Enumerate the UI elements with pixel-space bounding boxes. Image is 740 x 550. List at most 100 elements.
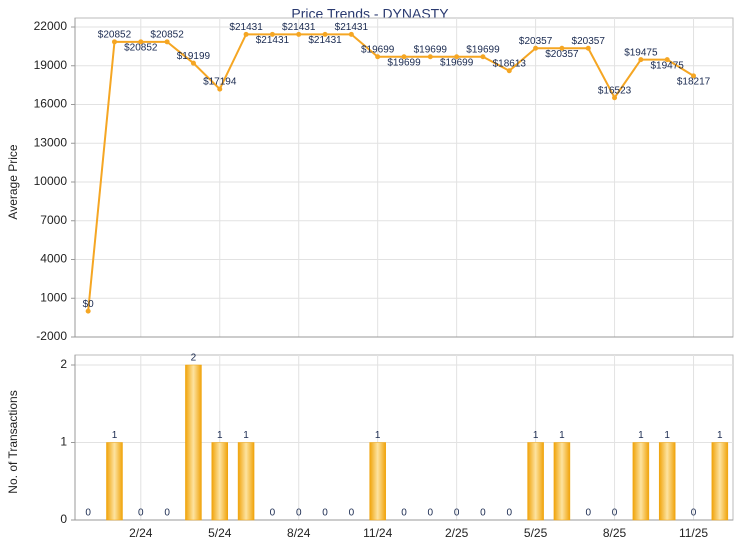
bar <box>632 442 650 521</box>
price-point <box>322 31 328 37</box>
price-point <box>138 39 144 45</box>
data-label: $19699 <box>466 44 500 55</box>
data-label: $19475 <box>651 60 685 71</box>
price-point <box>269 31 275 37</box>
bar <box>237 442 255 521</box>
price-point <box>243 31 249 37</box>
y-tick-label: 4000 <box>40 252 67 266</box>
data-label: 0 <box>164 508 170 519</box>
price-point <box>585 45 591 51</box>
data-label: 1 <box>717 430 723 441</box>
data-label: $19699 <box>387 57 421 68</box>
data-label: $19199 <box>177 51 211 62</box>
data-label: $20852 <box>150 29 184 40</box>
price-point <box>296 31 302 37</box>
data-label: 1 <box>217 430 223 441</box>
data-label: 0 <box>506 508 512 519</box>
data-label: $18613 <box>493 58 527 69</box>
y-tick-label: 1000 <box>40 290 67 304</box>
data-label: $21431 <box>256 35 290 46</box>
data-label: $0 <box>83 299 95 310</box>
y-tick-label: 1 <box>60 435 67 449</box>
x-tick-label: 11/25 <box>679 526 708 540</box>
data-label: 0 <box>585 508 591 519</box>
bar <box>369 442 386 521</box>
price-point <box>401 54 407 60</box>
x-tick-label: 2/25 <box>445 526 469 540</box>
data-label: 0 <box>401 508 407 519</box>
bar <box>711 442 729 521</box>
data-label: 0 <box>322 508 328 519</box>
data-label: 0 <box>612 508 618 519</box>
y-tick-label: 0 <box>60 512 67 526</box>
data-label: $20852 <box>98 29 132 40</box>
x-tick-label: 5/24 <box>208 526 232 540</box>
data-label: $20852 <box>124 42 158 53</box>
price-point <box>427 54 433 60</box>
data-label: 1 <box>533 430 539 441</box>
data-label: $21431 <box>308 35 342 46</box>
data-label: $20357 <box>572 36 606 47</box>
price-point <box>190 60 196 66</box>
price-point <box>691 73 697 79</box>
y-tick-label: 13000 <box>34 135 68 149</box>
data-label: 0 <box>691 508 697 519</box>
data-label: 0 <box>296 508 302 519</box>
data-label: 1 <box>664 430 670 441</box>
data-label: $21431 <box>229 22 263 33</box>
data-label: 0 <box>349 508 355 519</box>
data-label: $19699 <box>440 57 474 68</box>
data-label: 1 <box>559 430 565 441</box>
data-label: 0 <box>85 508 91 519</box>
data-label: 0 <box>480 508 486 519</box>
bar <box>527 442 544 521</box>
x-tick-label: 8/25 <box>603 526 627 540</box>
price-point <box>111 39 117 45</box>
data-label: $19699 <box>414 44 448 55</box>
data-label: 1 <box>112 430 118 441</box>
price-point <box>454 54 460 60</box>
plot-area <box>74 17 734 338</box>
y-tick-label: 7000 <box>40 213 67 227</box>
y-tick-label: 10000 <box>34 174 68 188</box>
y-tick-label: -2000 <box>36 329 67 343</box>
data-label: 0 <box>428 508 434 519</box>
price-point <box>506 68 512 74</box>
price-point <box>85 308 91 314</box>
x-tick-label: 8/24 <box>287 526 311 540</box>
x-tick-label: 2/24 <box>129 526 153 540</box>
bar <box>211 442 229 521</box>
data-label: $17194 <box>203 77 237 88</box>
price-point <box>533 45 539 51</box>
data-label: 0 <box>138 508 144 519</box>
bar <box>658 442 676 521</box>
price-point <box>480 54 486 60</box>
data-label: $21431 <box>282 22 316 33</box>
data-label: $21431 <box>335 22 369 33</box>
data-label: $20357 <box>519 36 553 47</box>
data-label: $18217 <box>677 77 711 88</box>
data-label: $19699 <box>361 44 395 55</box>
data-label: 0 <box>454 508 460 519</box>
bar <box>106 442 123 521</box>
y-axis-title: Average Price <box>6 144 20 219</box>
price-point <box>164 39 170 45</box>
data-label: 2 <box>191 353 197 364</box>
bar <box>185 364 202 521</box>
x-tick-label: 5/25 <box>524 526 548 540</box>
price-point <box>612 95 618 101</box>
y-tick-label: 2 <box>60 357 67 371</box>
data-label: 0 <box>270 508 276 519</box>
price-point <box>217 86 223 92</box>
price-point <box>664 57 670 63</box>
price-point <box>559 45 565 51</box>
data-label: $19475 <box>624 47 658 58</box>
y-tick-label: 16000 <box>34 97 68 111</box>
price-point <box>375 54 381 60</box>
data-label: $20357 <box>545 49 579 60</box>
bar <box>553 442 571 521</box>
price-point <box>348 31 354 37</box>
data-label: 1 <box>375 430 381 441</box>
price-line <box>87 33 695 312</box>
